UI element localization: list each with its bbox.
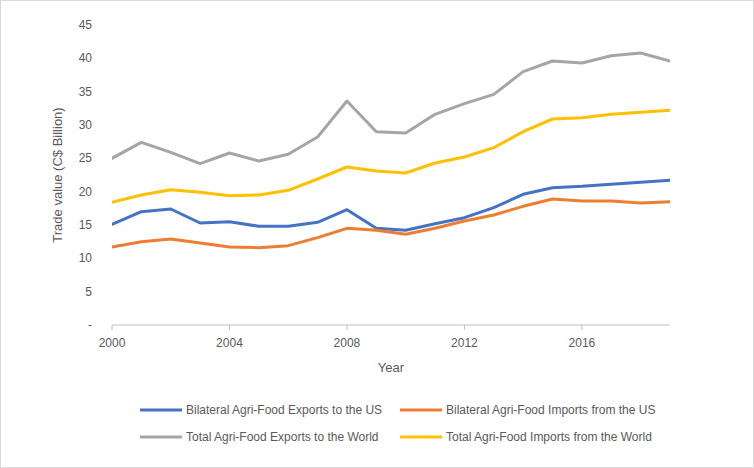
y-tick xyxy=(108,258,112,259)
chart-container: - 5 10 15 20 25 30 35 40 45 2000 2004 2008 2012 2016 Ye… xyxy=(0,0,754,468)
legend-swatch xyxy=(140,436,182,439)
y-tick-label: 10 xyxy=(79,251,93,265)
x-tick xyxy=(464,325,465,330)
y-tick xyxy=(108,158,112,159)
x-tick-label: 2004 xyxy=(216,336,243,350)
y-tick-label: 5 xyxy=(85,285,92,299)
y-tick-label: 35 xyxy=(79,85,93,99)
series-group xyxy=(112,53,670,248)
y-axis-title: Trade value (C$ Billion) xyxy=(50,107,65,242)
y-tick-label: 40 xyxy=(79,51,93,65)
y-tick-label: 25 xyxy=(79,151,93,165)
y-tick xyxy=(108,291,112,292)
y-tick-label: 30 xyxy=(79,118,93,132)
y-tick-label: 45 xyxy=(79,18,93,32)
x-tick xyxy=(229,325,230,330)
x-axis-line xyxy=(112,325,670,326)
legend-swatch xyxy=(140,409,182,412)
y-tick xyxy=(108,58,112,59)
legend-label: Total Agri-Food Exports to the World xyxy=(186,430,379,444)
y-tick-label: - xyxy=(88,318,92,332)
y-tick xyxy=(108,191,112,192)
x-axis-title: Year xyxy=(378,360,405,375)
x-tick-label: 2008 xyxy=(334,336,361,350)
series-line xyxy=(112,110,670,202)
y-tick-label: 15 xyxy=(79,218,93,232)
chart-border xyxy=(1,1,754,468)
legend-swatch xyxy=(400,436,442,439)
y-tick-label: 20 xyxy=(79,185,93,199)
series-line xyxy=(112,53,670,164)
y-tick xyxy=(108,125,112,126)
legend-label: Bilateral Agri-Food Exports to the US xyxy=(186,403,382,417)
series-line xyxy=(112,180,670,230)
y-tick xyxy=(108,325,112,326)
x-tick xyxy=(112,325,113,330)
chart-svg: - 5 10 15 20 25 30 35 40 45 2000 2004 2008 2012 2016 Ye… xyxy=(0,0,754,468)
x-tick-label: 2012 xyxy=(451,336,478,350)
x-tick-label: 2000 xyxy=(99,336,126,350)
y-tick xyxy=(108,91,112,92)
legend-swatch xyxy=(400,409,442,412)
legend-label: Total Agri-Food Imports from the World xyxy=(446,430,652,444)
x-tick-label: 2016 xyxy=(569,336,596,350)
legend-label: Bilateral Agri-Food Imports from the US xyxy=(446,403,655,417)
x-tick xyxy=(581,325,582,330)
y-tick xyxy=(108,225,112,226)
y-tick xyxy=(108,25,112,26)
x-tick xyxy=(346,325,347,330)
series-line xyxy=(112,199,670,248)
